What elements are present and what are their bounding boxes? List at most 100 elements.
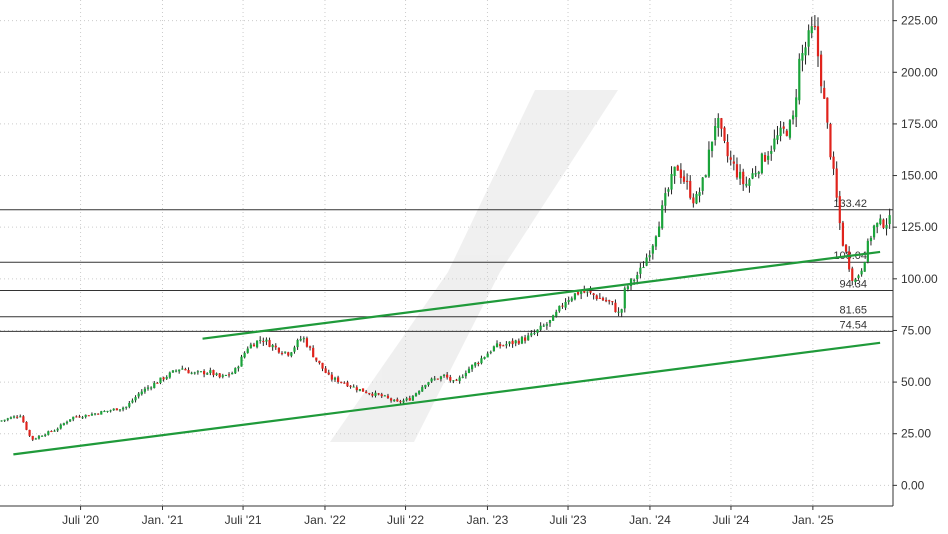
candle-up — [804, 47, 807, 56]
candle-up — [670, 173, 673, 190]
candle-down — [723, 127, 726, 141]
candle-down — [561, 305, 564, 307]
candle-down — [844, 244, 848, 252]
candle-down — [455, 379, 458, 381]
candle-down — [502, 345, 505, 347]
candle-down — [312, 347, 315, 358]
candle-up — [642, 267, 645, 269]
candle-up — [707, 149, 711, 177]
candle-up — [103, 411, 106, 413]
candle-down — [682, 176, 686, 182]
candle-down — [315, 357, 318, 361]
y-tick-label: 225.00 — [901, 14, 938, 28]
candle-up — [542, 325, 545, 327]
candle-up — [255, 340, 259, 348]
candle-up — [106, 410, 109, 412]
candle-down — [287, 352, 290, 356]
candle-up — [698, 192, 701, 196]
y-tick-label: 0.00 — [901, 478, 925, 492]
candle-down — [592, 293, 595, 296]
watermark-lower-stroke — [330, 272, 500, 442]
candle-up — [383, 395, 386, 397]
candle-up — [0, 420, 3, 422]
candle-down — [826, 97, 829, 123]
candle-up — [570, 298, 573, 301]
candle-down — [785, 130, 788, 136]
watermark-logo — [330, 90, 618, 442]
candle-up — [872, 225, 876, 238]
candle-down — [816, 26, 820, 57]
x-tick-label: Juli '23 — [550, 513, 587, 527]
candle-up — [6, 418, 9, 420]
x-tick-label: Juli '24 — [712, 513, 749, 527]
candle-up — [427, 382, 430, 385]
candle-up — [791, 115, 795, 120]
candle-up — [704, 175, 707, 178]
y-tick-label: 200.00 — [901, 65, 938, 79]
candle-down — [22, 416, 25, 423]
candle-up — [776, 135, 779, 140]
candlestick-series — [0, 15, 891, 442]
candle-up — [418, 390, 421, 394]
candle-down — [227, 374, 231, 376]
candle-up — [717, 117, 720, 128]
candle-down — [318, 360, 321, 363]
candle-down — [380, 394, 383, 397]
candle-up — [863, 262, 866, 272]
candle-down — [614, 302, 617, 313]
candle-down — [813, 25, 816, 28]
y-tick-label: 150.00 — [901, 169, 938, 183]
candle-up — [290, 352, 293, 356]
candle-up — [555, 311, 558, 317]
candle-up — [69, 419, 72, 422]
candle-up — [508, 341, 511, 344]
candle-up — [199, 371, 203, 373]
candle-up — [40, 435, 44, 437]
candle-up — [240, 356, 243, 367]
candle-down — [820, 54, 823, 87]
candle-down — [305, 338, 309, 347]
x-tick-label: Juli '20 — [62, 513, 99, 527]
candle-down — [608, 300, 611, 302]
candle-up — [84, 414, 87, 417]
candle-up — [552, 315, 555, 321]
candle-up — [221, 375, 224, 377]
candle-up — [767, 155, 770, 160]
candle-down — [346, 382, 349, 387]
x-tick-label: Juli '21 — [225, 513, 262, 527]
candle-up — [178, 369, 181, 372]
y-tick-label: 175.00 — [901, 117, 938, 131]
candle-up — [492, 346, 496, 352]
candle-up — [664, 193, 667, 206]
x-tick-label: Jan. '23 — [467, 513, 509, 527]
candle-up — [224, 375, 228, 377]
candle-down — [396, 399, 399, 402]
candle-up — [548, 320, 552, 324]
candle-up — [807, 30, 810, 47]
candle-down — [340, 381, 343, 383]
candle-up — [34, 438, 37, 440]
candle-down — [330, 374, 333, 380]
candle-up — [573, 293, 577, 300]
candle-up — [633, 279, 636, 281]
candle-up — [118, 409, 122, 411]
candle-up — [411, 395, 414, 401]
candle-up — [869, 237, 873, 242]
candle-up — [65, 421, 69, 424]
candle-up — [860, 270, 863, 275]
candle-up — [165, 377, 168, 379]
candle-up — [505, 344, 508, 346]
candle-up — [56, 428, 59, 431]
candle-down — [523, 337, 527, 341]
candle-up — [760, 153, 763, 174]
candle-up — [520, 337, 524, 344]
candle-up — [302, 338, 305, 340]
candle-up — [12, 416, 16, 418]
candle-up — [745, 183, 748, 186]
candle-up — [181, 368, 184, 370]
candle-down — [601, 297, 605, 301]
candle-down — [729, 157, 732, 160]
candle-up — [467, 368, 471, 373]
candle-up — [620, 309, 623, 313]
trendline — [13, 341, 881, 456]
